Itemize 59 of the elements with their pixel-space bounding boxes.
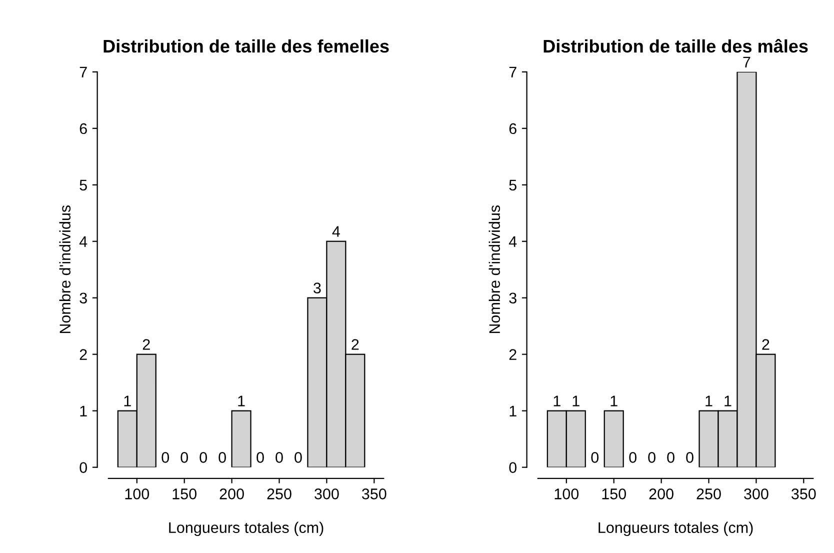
y-tick-label: 5 — [509, 180, 516, 191]
y-axis-title: Nombre d'individus — [59, 205, 71, 334]
x-tick-label: 200 — [220, 488, 244, 500]
x-axis-title: Longueurs totales (cm) — [169, 522, 324, 536]
y-tick-label: 1 — [80, 406, 87, 416]
data-label: 0 — [162, 452, 170, 463]
chart-title: Distribution de taille des mâles — [544, 38, 808, 53]
x-tick-label: 200 — [649, 488, 674, 500]
data-label: 4 — [332, 226, 340, 237]
y-tick-label: 6 — [509, 123, 516, 134]
y-tick-label: 3 — [509, 292, 516, 304]
y-tick-label: 2 — [509, 349, 516, 360]
chart-title: Distribution de taille des femelles — [104, 39, 389, 53]
y-tick-label: 0 — [509, 462, 516, 473]
y-tick-label: 3 — [80, 292, 87, 304]
x-tick-label: 300 — [314, 488, 339, 500]
data-label: 2 — [142, 339, 150, 350]
data-label: 0 — [648, 452, 656, 463]
data-label: 7 — [743, 56, 750, 68]
data-label: 2 — [762, 339, 770, 350]
data-label: 0 — [294, 452, 302, 463]
data-label: 1 — [238, 396, 245, 406]
data-label: 2 — [352, 339, 359, 350]
x-tick-label: 350 — [792, 488, 816, 500]
data-label: 1 — [554, 396, 560, 406]
y-tick-label: 5 — [80, 180, 87, 191]
y-tick-label: 4 — [79, 236, 88, 247]
x-tick-label: 100 — [554, 488, 579, 500]
y-tick-label: 7 — [80, 66, 87, 78]
data-label: 1 — [724, 396, 732, 406]
data-label: 0 — [200, 452, 207, 463]
data-label: 0 — [591, 452, 599, 463]
x-tick-label: 300 — [744, 488, 768, 500]
data-label: 1 — [706, 396, 712, 406]
x-tick-label: 150 — [602, 488, 626, 500]
x-tick-label: 100 — [125, 488, 150, 500]
data-label: 1 — [610, 396, 618, 406]
data-label: 0 — [180, 452, 188, 463]
data-label: 1 — [572, 396, 580, 406]
y-tick-label: 1 — [510, 406, 516, 416]
x-tick-label: 250 — [267, 488, 292, 500]
data-label: 0 — [629, 452, 636, 463]
data-label: 3 — [314, 282, 321, 294]
data-label: 0 — [256, 452, 264, 463]
data-label: 0 — [276, 452, 283, 463]
data-label: 0 — [667, 452, 674, 463]
y-tick-label: 4 — [508, 236, 517, 247]
data-label: 0 — [686, 452, 694, 463]
x-axis-title: Longueurs totales (cm) — [598, 522, 753, 536]
x-tick-label: 150 — [172, 488, 196, 500]
data-label: 0 — [218, 452, 226, 463]
x-tick-label: 350 — [362, 488, 386, 500]
y-tick-label: 0 — [80, 462, 87, 473]
data-label: 1 — [124, 396, 131, 406]
y-tick-label: 7 — [509, 66, 516, 78]
y-tick-label: 2 — [80, 349, 87, 360]
x-tick-label: 250 — [696, 488, 721, 500]
y-axis-title: Nombre d'individus — [488, 205, 500, 334]
y-tick-label: 6 — [80, 123, 87, 134]
